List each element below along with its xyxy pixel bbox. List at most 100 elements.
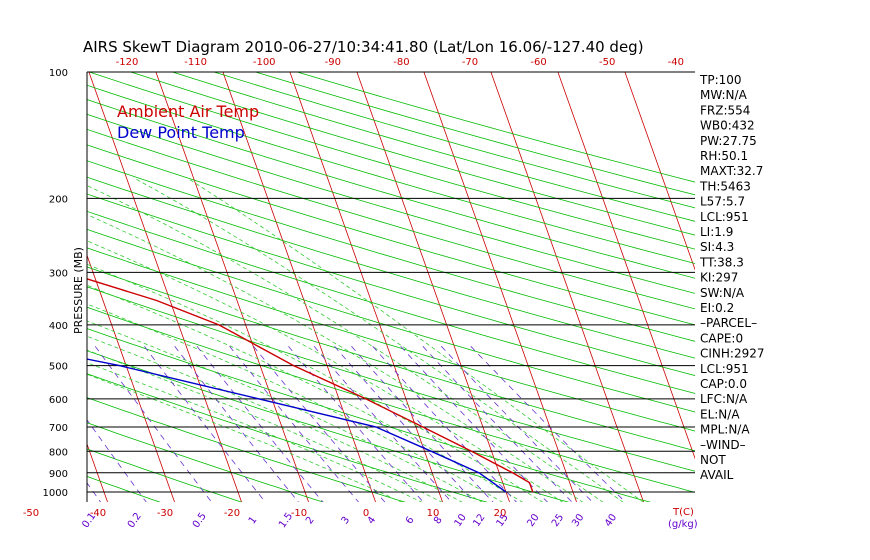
- mixing-ratio-line: [94, 346, 213, 502]
- mixing-ratio-tick-label: 30: [570, 512, 586, 529]
- dry-adiabat-line: [87, 210, 695, 394]
- sounding-index-item: LCL:951: [700, 362, 749, 376]
- mixing-ratio-tick-label: 12: [471, 512, 487, 529]
- mixing-ratio-tick-label: 20: [525, 512, 541, 529]
- bottom-temp-tick-label: 10: [427, 508, 440, 519]
- mixing-ratio-line: [422, 346, 573, 502]
- sounding-index-item: TP:100: [699, 73, 742, 87]
- sounding-index-item: L57:5.7: [700, 195, 745, 209]
- sounding-index-item: LFC:N/A: [700, 392, 748, 406]
- sounding-index-item: NOT: [700, 453, 726, 467]
- top-temp-tick-label: -120: [116, 57, 139, 68]
- mixing-ratio-line: [313, 346, 453, 502]
- top-temp-tick-label: -40: [668, 57, 684, 68]
- mixing-ratio-line: [372, 346, 517, 502]
- sounding-index-item: CINH:2927: [700, 347, 765, 361]
- top-temp-tick-label: -50: [599, 57, 615, 68]
- bottom-temp-tick-label: 0: [363, 508, 369, 519]
- isotherm-line: [87, 254, 175, 502]
- top-temp-tick-labels: -120 -110 -100 -90 -80 -70 -60 -50 -40: [116, 57, 684, 68]
- pressure-tick-label: 1000: [43, 488, 68, 499]
- dry-adiabat-line: [87, 193, 695, 376]
- bottom-temp-tick-label: -30: [157, 508, 173, 519]
- sounding-index-item: WB0:432: [700, 119, 755, 133]
- moist-adiabat-line: [188, 178, 644, 502]
- sounding-index-item: LCL:951: [700, 210, 749, 224]
- top-temp-tick-label: -90: [325, 57, 341, 68]
- isotherm-line: [624, 72, 695, 271]
- ambient-air-temp-line: [87, 278, 534, 493]
- isotherm-line: [289, 72, 443, 502]
- dry-adiabat-line: [254, 72, 695, 196]
- moist-adiabat-line: [87, 263, 544, 502]
- dew-point-temp-line: [87, 358, 507, 493]
- sounding-index-item: MAXT:32.7: [700, 164, 763, 178]
- mixing-ratio-line: [87, 482, 101, 502]
- dry-adiabat-line: [87, 160, 695, 342]
- dry-adiabat-line: [87, 99, 695, 279]
- dry-adiabat-line: [87, 266, 695, 452]
- pressure-tick-label: 100: [49, 68, 68, 79]
- pressure-tick-label: 700: [49, 423, 68, 434]
- mixing-ratio-tick-label: 3: [340, 515, 353, 527]
- legend-dew-point-temp: Dew Point Temp: [117, 123, 245, 142]
- bottom-temp-tick-labels: -50 -40 -30 -20 -10 0 10 20: [23, 508, 507, 519]
- dry-adiabat-line: [87, 128, 695, 310]
- pressure-tick-label: 900: [49, 469, 68, 480]
- y-axis-label: PRESSURE (MB): [72, 247, 85, 334]
- chart-title: AIRS SkewT Diagram 2010-06-27/10:34:41.8…: [83, 38, 644, 56]
- dry-adiabat-line: [87, 72, 695, 250]
- bottom-temp-tick-label: -10: [291, 508, 307, 519]
- top-temp-tick-label: -80: [393, 57, 409, 68]
- dry-adiabat-line: [87, 113, 695, 294]
- mixing-ratio-tick-label: 40: [603, 512, 619, 529]
- dry-adiabat-line: [87, 176, 695, 359]
- dry-adiabat-line: [87, 328, 652, 502]
- dry-adiabat-line: [212, 72, 695, 209]
- temp-axis-label: T(C): [672, 507, 694, 518]
- mixing-ratio-line: [144, 346, 266, 502]
- mixing-ratio-tick-label: 1: [247, 515, 260, 527]
- sounding-index-item: SW:N/A: [700, 286, 745, 300]
- isotherm-line: [490, 72, 644, 502]
- mixing-ratio-tick-label: 2: [304, 515, 317, 527]
- moist-adiabat-line: [87, 335, 463, 502]
- dry-adiabat-line: [87, 84, 695, 264]
- mixing-ratio-axis-label: (g/kg): [668, 519, 698, 530]
- pressure-tick-label: 800: [49, 447, 68, 458]
- top-temp-tick-label: -60: [530, 57, 546, 68]
- moist-adiabat-line: [87, 373, 403, 502]
- mixing-ratio-line: [87, 419, 147, 502]
- top-temp-tick-label: -100: [253, 57, 276, 68]
- mixing-ratio-tick-label: 0.5: [191, 511, 209, 530]
- isobar-lines: [87, 71, 695, 493]
- mixing-ratio-line: [441, 346, 594, 502]
- pressure-tick-label: 600: [49, 395, 68, 406]
- isotherm-line: [88, 72, 242, 502]
- mixing-ratio-tick-label: 8: [432, 515, 445, 527]
- mixing-ratio-line: [196, 346, 324, 502]
- isotherm-line: [423, 72, 577, 502]
- isotherm-line: [356, 72, 510, 502]
- sounding-index-item: FRZ:554: [700, 103, 750, 117]
- mixing-ratio-line: [470, 346, 626, 502]
- moist-adiabat-line: [87, 320, 483, 502]
- moist-adiabat-line: [87, 362, 423, 502]
- pressure-tick-label: 300: [49, 268, 68, 279]
- bottom-temp-tick-label: 20: [494, 508, 507, 519]
- legend-ambient-air-temp: Ambient Air Temp: [117, 102, 259, 121]
- mixing-ratio-line: [288, 346, 424, 502]
- dry-adiabat-line: [87, 144, 695, 326]
- sounding-index-item: CAP:0.0: [700, 377, 747, 391]
- sounding-index-item: SI:4.3: [700, 240, 734, 254]
- mixing-ratio-line: [229, 346, 360, 502]
- sounding-index-item: –PARCEL–: [700, 316, 757, 330]
- pressure-tick-label: 400: [49, 321, 68, 332]
- mixing-ratio-tick-label: 0.2: [126, 511, 144, 530]
- sounding-index-item: MPL:N/A: [700, 423, 750, 437]
- moist-adiabat-line: [87, 284, 523, 502]
- isotherm-line: [557, 72, 695, 460]
- mixing-ratio-tick-label: 25: [550, 512, 566, 529]
